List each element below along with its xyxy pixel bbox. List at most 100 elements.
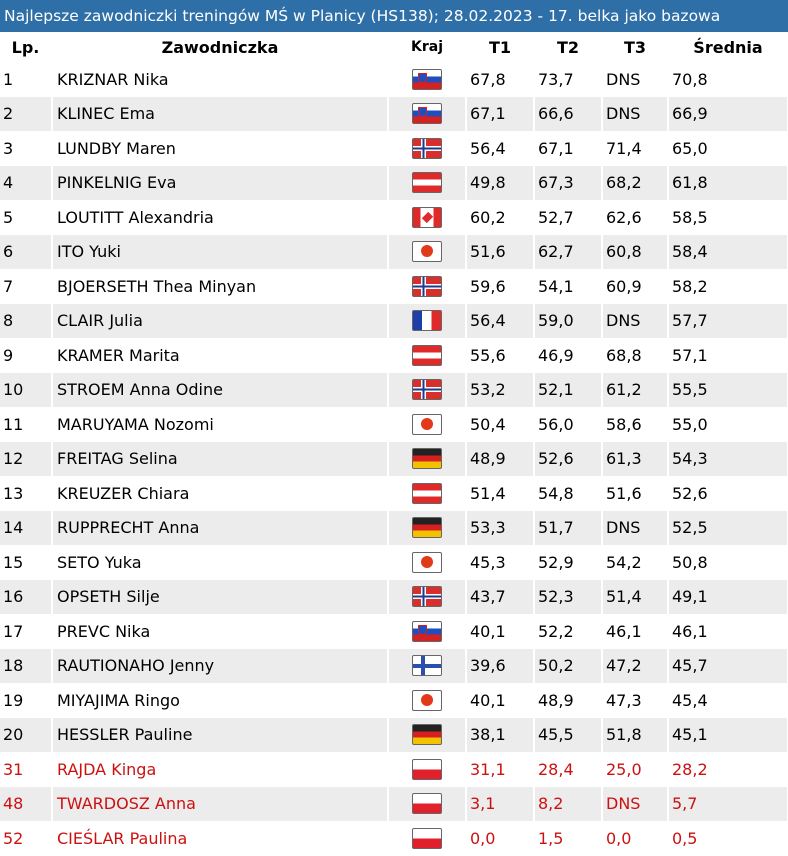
cell-t2: 48,9	[534, 683, 603, 718]
cell-t2: 52,1	[534, 372, 603, 408]
cell-athlete-name: CIEŚLAR Paulina	[52, 821, 389, 856]
cell-average: 28,2	[668, 752, 788, 787]
cell-t3: DNS	[602, 510, 669, 546]
cell-country	[388, 545, 467, 580]
cell-t3: 68,8	[602, 338, 669, 373]
cell-average: 45,7	[668, 648, 788, 684]
cell-country	[388, 165, 467, 201]
table-row: 16 OPSETH Silje 43,7 52,3 51,4 49,1	[0, 579, 788, 615]
cell-t1: 67,1	[466, 96, 535, 132]
cell-t2: 67,1	[534, 131, 603, 166]
cell-average: 45,1	[668, 717, 788, 753]
flag-nor-icon	[412, 275, 442, 297]
table-title: Najlepsze zawodniczki treningów MŚ w Pla…	[0, 0, 788, 32]
cell-rank: 12	[0, 441, 53, 477]
cell-rank: 3	[0, 131, 53, 166]
cell-t1: 56,4	[466, 303, 535, 339]
cell-athlete-name: MARUYAMA Nozomi	[52, 407, 389, 442]
header-t1: T1	[466, 32, 535, 62]
cell-rank: 11	[0, 407, 53, 442]
flag-jpn-icon	[412, 241, 442, 263]
cell-rank: 16	[0, 579, 53, 615]
cell-average: 55,0	[668, 407, 788, 442]
cell-country	[388, 407, 467, 442]
cell-average: 50,8	[668, 545, 788, 580]
cell-country	[388, 476, 467, 511]
table-row: 19 MIYAJIMA Ringo 40,1 48,9 47,3 45,4	[0, 683, 788, 718]
cell-average: 66,9	[668, 96, 788, 132]
cell-average: 54,3	[668, 441, 788, 477]
flag-can-icon	[412, 206, 442, 228]
cell-t1: 51,6	[466, 234, 535, 270]
cell-rank: 5	[0, 200, 53, 235]
cell-country	[388, 131, 467, 166]
cell-t1: 40,1	[466, 614, 535, 649]
flag-nor-icon	[412, 586, 442, 608]
cell-country	[388, 62, 467, 97]
table-row: 18 RAUTIONAHO Jenny 39,6 50,2 47,2 45,7	[0, 648, 788, 684]
table-row: 15 SETO Yuka 45,3 52,9 54,2 50,8	[0, 545, 788, 580]
cell-rank: 52	[0, 821, 53, 856]
cell-average: 58,2	[668, 269, 788, 304]
table-row: 12 FREITAG Selina 48,9 52,6 61,3 54,3	[0, 441, 788, 477]
cell-country	[388, 303, 467, 339]
flag-aut-icon	[412, 482, 442, 504]
header-name: Zawodniczka	[52, 32, 389, 62]
header-t2: T2	[534, 32, 603, 62]
flag-fin-icon	[412, 655, 442, 677]
cell-athlete-name: PREVC Nika	[52, 614, 389, 649]
cell-t2: 51,7	[534, 510, 603, 546]
cell-country	[388, 717, 467, 753]
table-row: 48 TWARDOSZ Anna 3,1 8,2 DNS 5,7	[0, 786, 788, 822]
cell-country	[388, 579, 467, 615]
cell-t2: 1,5	[534, 821, 603, 856]
cell-average: 58,4	[668, 234, 788, 270]
table-row: 10 STROEM Anna Odine 53,2 52,1 61,2 55,5	[0, 372, 788, 408]
cell-country	[388, 200, 467, 235]
cell-t2: 28,4	[534, 752, 603, 787]
cell-t2: 54,1	[534, 269, 603, 304]
cell-t1: 56,4	[466, 131, 535, 166]
cell-athlete-name: SETO Yuka	[52, 545, 389, 580]
flag-slo-icon	[412, 103, 442, 125]
cell-t3: DNS	[602, 303, 669, 339]
cell-rank: 7	[0, 269, 53, 304]
cell-t2: 52,9	[534, 545, 603, 580]
cell-average: 65,0	[668, 131, 788, 166]
cell-t1: 45,3	[466, 545, 535, 580]
cell-t3: 0,0	[602, 821, 669, 856]
header-t3: T3	[602, 32, 669, 62]
cell-country	[388, 614, 467, 649]
cell-country	[388, 648, 467, 684]
cell-t3: 47,2	[602, 648, 669, 684]
cell-t2: 46,9	[534, 338, 603, 373]
flag-pol-icon	[412, 758, 442, 780]
cell-t3: 60,8	[602, 234, 669, 270]
cell-athlete-name: CLAIR Julia	[52, 303, 389, 339]
table-row: 3 LUNDBY Maren 56,4 67,1 71,4 65,0	[0, 131, 788, 166]
header-lp: Lp.	[0, 32, 53, 62]
cell-rank: 48	[0, 786, 53, 822]
table-row: 17 PREVC Nika 40,1 52,2 46,1 46,1	[0, 614, 788, 649]
cell-average: 46,1	[668, 614, 788, 649]
flag-ger-icon	[412, 448, 442, 470]
cell-t3: DNS	[602, 786, 669, 822]
cell-rank: 9	[0, 338, 53, 373]
cell-t1: 50,4	[466, 407, 535, 442]
cell-rank: 4	[0, 165, 53, 201]
table-row: 9 KRAMER Marita 55,6 46,9 68,8 57,1	[0, 338, 788, 373]
cell-athlete-name: LOUTITT Alexandria	[52, 200, 389, 235]
cell-athlete-name: OPSETH Silje	[52, 579, 389, 615]
table-row: 13 KREUZER Chiara 51,4 54,8 51,6 52,6	[0, 476, 788, 511]
cell-t1: 43,7	[466, 579, 535, 615]
cell-country	[388, 752, 467, 787]
cell-t2: 52,6	[534, 441, 603, 477]
cell-average: 58,5	[668, 200, 788, 235]
cell-t3: 71,4	[602, 131, 669, 166]
table-row: 2 KLINEC Ema 67,1 66,6 DNS 66,9	[0, 96, 788, 132]
flag-fra-icon	[412, 310, 442, 332]
cell-t2: 52,2	[534, 614, 603, 649]
cell-athlete-name: FREITAG Selina	[52, 441, 389, 477]
cell-country	[388, 269, 467, 304]
